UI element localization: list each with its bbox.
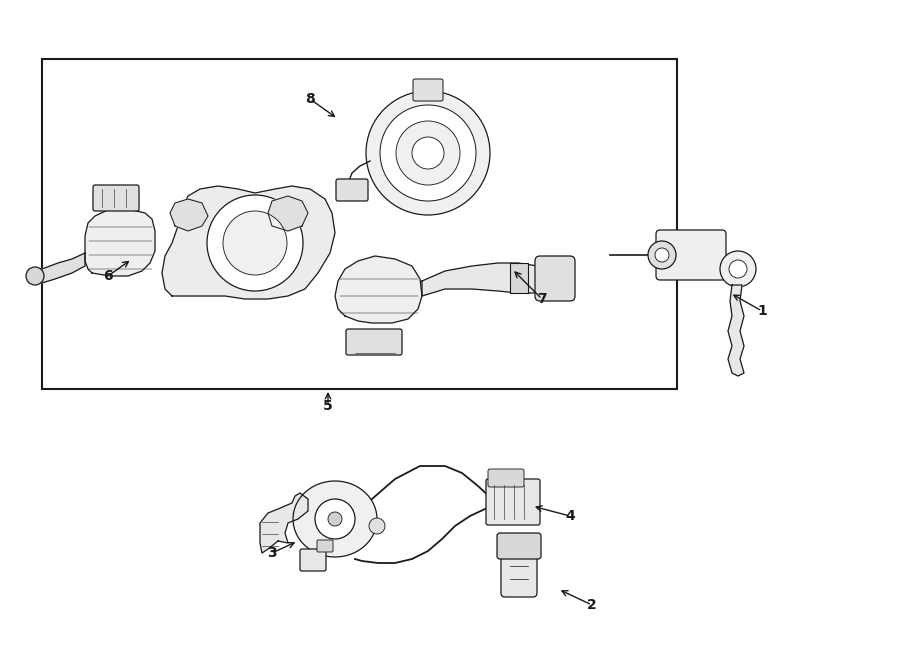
Circle shape bbox=[720, 251, 756, 287]
Text: 2: 2 bbox=[587, 598, 597, 612]
Text: 4: 4 bbox=[565, 509, 575, 523]
FancyBboxPatch shape bbox=[317, 540, 333, 552]
Circle shape bbox=[648, 241, 676, 269]
Circle shape bbox=[396, 121, 460, 185]
FancyBboxPatch shape bbox=[486, 479, 540, 525]
Circle shape bbox=[729, 260, 747, 278]
Polygon shape bbox=[728, 285, 744, 376]
Circle shape bbox=[26, 267, 44, 285]
Polygon shape bbox=[38, 253, 85, 283]
FancyBboxPatch shape bbox=[413, 79, 443, 101]
Polygon shape bbox=[422, 263, 558, 296]
Bar bbox=[510, 263, 528, 293]
Circle shape bbox=[207, 195, 303, 291]
Circle shape bbox=[366, 91, 490, 215]
FancyBboxPatch shape bbox=[656, 230, 726, 280]
Circle shape bbox=[369, 518, 385, 534]
Text: 1: 1 bbox=[757, 304, 767, 318]
Text: 7: 7 bbox=[537, 292, 547, 306]
Text: 8: 8 bbox=[305, 92, 315, 106]
Circle shape bbox=[380, 105, 476, 201]
Polygon shape bbox=[293, 481, 377, 557]
Text: 3: 3 bbox=[267, 546, 277, 560]
Circle shape bbox=[412, 137, 444, 169]
FancyBboxPatch shape bbox=[336, 179, 368, 201]
FancyBboxPatch shape bbox=[535, 256, 575, 301]
FancyBboxPatch shape bbox=[497, 533, 541, 559]
FancyBboxPatch shape bbox=[346, 329, 402, 355]
Circle shape bbox=[223, 211, 287, 275]
Polygon shape bbox=[260, 493, 308, 553]
Circle shape bbox=[328, 512, 342, 526]
FancyBboxPatch shape bbox=[501, 547, 537, 597]
FancyBboxPatch shape bbox=[488, 469, 524, 487]
Polygon shape bbox=[162, 186, 335, 299]
FancyBboxPatch shape bbox=[300, 549, 326, 571]
FancyBboxPatch shape bbox=[93, 185, 139, 211]
Polygon shape bbox=[170, 199, 208, 231]
Circle shape bbox=[315, 499, 355, 539]
Text: 5: 5 bbox=[323, 399, 333, 413]
Polygon shape bbox=[335, 256, 422, 323]
Polygon shape bbox=[85, 209, 155, 276]
Text: 6: 6 bbox=[104, 269, 112, 283]
Polygon shape bbox=[268, 196, 308, 231]
Circle shape bbox=[655, 248, 669, 262]
Bar bbox=[42, 59, 677, 389]
